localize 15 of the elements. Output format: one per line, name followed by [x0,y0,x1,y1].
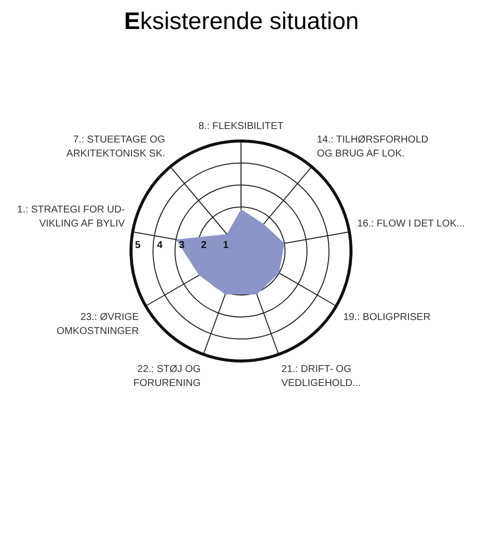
chart-title: Eksisterende situation [123,8,360,36]
spoke-label: 1.: STRATEGI FOR UD- VIKLING AF BYLIV [17,204,126,230]
spoke-label: 21.: DRIFT- OG VEDLIGEHOLD... [281,364,361,389]
spoke-label: 16.: FLOW I DET LOK... [357,218,465,230]
spoke-label: 19.: BOLIGPRISER [343,312,430,323]
y-tick-label: 4 [157,240,163,251]
spoke-label: 22.: STØJ OG FORURENING [133,364,201,389]
spoke-label: 23.: ØVRIGE OMKOSTNINGER [56,312,140,337]
y-tick-label: 5 [135,240,141,251]
y-tick-label: 1 [223,240,229,251]
y-tick-label: 3 [179,240,185,251]
spoke-label: 7.: STUEETAGE OG ARKITEKTONISK SK. [66,134,166,160]
spoke-label: 14.: TILHØRSFORHOLD OG BRUG AF LOK. [316,134,428,160]
spoke-label: 8.: FLEKSIBILITET [198,121,284,132]
y-tick-label: 2 [201,240,207,251]
